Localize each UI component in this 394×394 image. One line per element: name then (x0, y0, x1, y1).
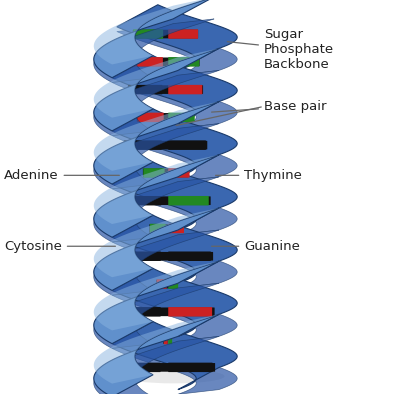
FancyBboxPatch shape (118, 252, 213, 260)
FancyBboxPatch shape (128, 85, 162, 94)
Polygon shape (94, 71, 219, 136)
Polygon shape (94, 0, 214, 65)
Polygon shape (94, 48, 219, 118)
FancyBboxPatch shape (131, 58, 200, 66)
FancyBboxPatch shape (137, 113, 194, 122)
Polygon shape (112, 78, 237, 128)
FancyBboxPatch shape (121, 196, 161, 205)
Polygon shape (94, 314, 219, 384)
Polygon shape (94, 336, 219, 394)
Text: Base pair: Base pair (212, 100, 327, 113)
FancyBboxPatch shape (120, 196, 211, 205)
Polygon shape (112, 268, 237, 336)
FancyBboxPatch shape (168, 168, 190, 178)
FancyBboxPatch shape (116, 363, 215, 372)
FancyBboxPatch shape (168, 307, 212, 316)
Text: Guanine: Guanine (212, 240, 300, 253)
Polygon shape (94, 155, 219, 224)
Polygon shape (94, 208, 219, 277)
Polygon shape (94, 283, 219, 348)
Ellipse shape (122, 369, 225, 383)
FancyBboxPatch shape (157, 279, 167, 289)
Polygon shape (112, 109, 237, 177)
Polygon shape (94, 124, 219, 189)
FancyBboxPatch shape (128, 85, 203, 94)
FancyBboxPatch shape (168, 335, 172, 344)
FancyBboxPatch shape (149, 224, 182, 233)
Polygon shape (94, 0, 214, 78)
FancyBboxPatch shape (168, 85, 202, 94)
FancyBboxPatch shape (168, 251, 211, 261)
Polygon shape (112, 215, 237, 283)
FancyBboxPatch shape (116, 362, 161, 372)
Polygon shape (112, 162, 237, 230)
Polygon shape (94, 314, 219, 394)
Polygon shape (117, 5, 237, 71)
FancyBboxPatch shape (168, 57, 199, 67)
Text: Cytosine: Cytosine (4, 240, 115, 253)
Text: Sugar
Phosphate
Backbone: Sugar Phosphate Backbone (227, 28, 334, 71)
Polygon shape (112, 131, 237, 182)
FancyBboxPatch shape (137, 113, 164, 122)
Polygon shape (94, 155, 219, 237)
FancyBboxPatch shape (132, 57, 163, 67)
Text: Adenine: Adenine (4, 169, 119, 182)
Polygon shape (94, 102, 219, 171)
FancyBboxPatch shape (133, 30, 198, 38)
Polygon shape (112, 56, 237, 124)
Polygon shape (94, 261, 219, 331)
FancyBboxPatch shape (116, 307, 215, 316)
Text: Thymine: Thymine (216, 169, 302, 182)
FancyBboxPatch shape (156, 280, 175, 288)
Polygon shape (112, 322, 237, 390)
FancyBboxPatch shape (143, 168, 165, 178)
FancyBboxPatch shape (117, 307, 161, 316)
FancyBboxPatch shape (168, 29, 198, 39)
FancyBboxPatch shape (168, 279, 178, 289)
FancyBboxPatch shape (168, 196, 209, 205)
FancyBboxPatch shape (150, 224, 165, 233)
Polygon shape (94, 19, 214, 82)
Polygon shape (112, 237, 237, 288)
FancyBboxPatch shape (168, 140, 206, 150)
FancyBboxPatch shape (168, 113, 195, 122)
Polygon shape (112, 184, 237, 235)
Polygon shape (112, 290, 237, 341)
FancyBboxPatch shape (143, 169, 188, 177)
FancyBboxPatch shape (164, 335, 168, 344)
Polygon shape (94, 177, 219, 242)
FancyBboxPatch shape (133, 29, 163, 39)
FancyBboxPatch shape (124, 140, 162, 150)
FancyBboxPatch shape (124, 141, 207, 149)
FancyBboxPatch shape (164, 335, 167, 344)
FancyBboxPatch shape (118, 251, 161, 261)
Polygon shape (117, 27, 237, 75)
Polygon shape (94, 230, 219, 295)
Polygon shape (94, 48, 219, 131)
Polygon shape (94, 261, 219, 344)
Polygon shape (94, 208, 219, 290)
FancyBboxPatch shape (168, 362, 212, 372)
Polygon shape (112, 344, 237, 394)
FancyBboxPatch shape (168, 224, 184, 233)
Polygon shape (94, 102, 219, 184)
